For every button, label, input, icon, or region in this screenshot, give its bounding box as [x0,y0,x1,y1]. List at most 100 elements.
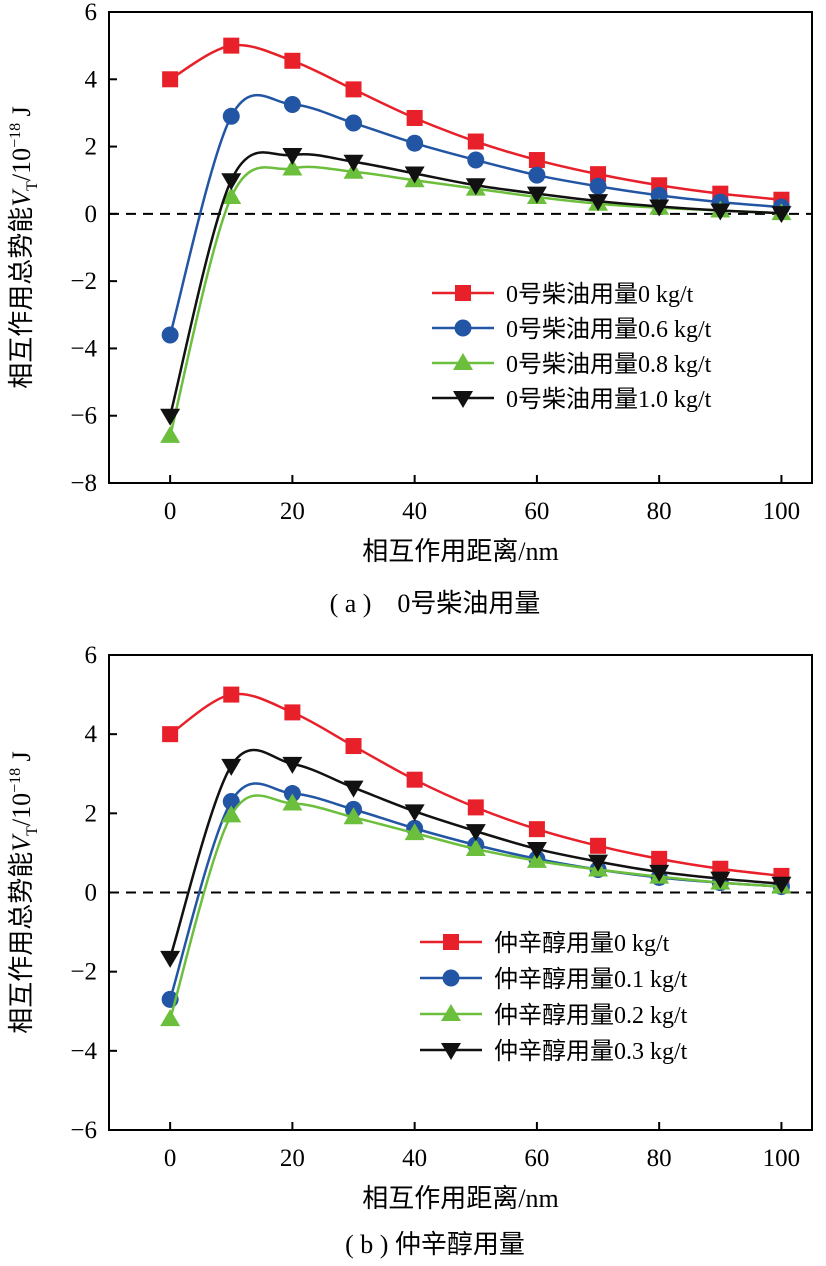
y-tick-label: −4 [70,335,97,362]
y-tick-label: 4 [85,721,98,748]
data-point [651,850,668,867]
legend-label: 仲辛醇用量0.3 kg/t [494,1038,688,1065]
series-line [168,782,782,1000]
y-title-subscript: T [24,181,41,191]
data-point [343,780,364,798]
y-tick-label: 6 [85,0,98,26]
data-point [649,864,670,882]
data-point [528,166,546,184]
x-tick-label: 60 [524,1145,549,1172]
data-point [221,173,242,191]
y-title-subscript: T [24,826,41,836]
data-point [528,821,545,838]
data-point [649,199,670,217]
data-point [465,824,486,842]
data-point [283,96,301,114]
data-point [282,756,303,774]
data-point [222,792,240,810]
chart-caption: ( b ) 仲辛醇用量 [345,1230,525,1259]
legend-label: 仲辛醇用量0.2 kg/t [494,1002,688,1029]
y-title-main: 相互作用总势能 [7,207,36,389]
y-axis-title: 相互作用总势能VT/10−18 J [7,751,41,1034]
data-point [406,109,423,126]
x-tick-label: 20 [280,1145,305,1172]
y-tick-label: −6 [70,403,97,430]
x-tick-label: 40 [402,1145,427,1172]
data-point [406,134,424,152]
legend-marker [441,1043,461,1060]
series-4 [160,147,792,426]
y-title-unit-tail: J [7,751,36,768]
data-point [589,177,607,195]
data-point [710,203,731,221]
legend-label: 0号柴油用量0.6 kg/t [506,316,712,343]
series-3 [160,793,792,1027]
data-point [771,206,792,224]
data-point [467,151,485,169]
y-tick-label: 6 [85,642,98,669]
data-point [404,804,425,822]
legend-marker [443,934,459,950]
x-axis-title: 相互作用距离/nm [362,1184,558,1213]
legend-marker [453,391,473,408]
x-tick-label: 80 [647,1145,672,1172]
x-tick-label: 80 [647,498,672,525]
series-2 [161,93,790,344]
y-title-main: 相互作用总势能 [7,852,36,1034]
legend-label: 仲辛醇用量0.1 kg/t [494,966,688,993]
y-title-exponent: −18 [7,768,24,793]
legend-marker [453,353,473,370]
data-point [223,686,240,703]
y-title-unit: /10 [7,793,36,826]
series-2 [161,782,790,1008]
y-title-unit: /10 [7,148,36,181]
legend-label: 仲辛醇用量0 kg/t [494,930,670,957]
y-tick-label: 0 [85,201,98,228]
data-point [282,158,303,176]
series-1 [162,37,790,208]
x-tick-label: 100 [763,1145,801,1172]
y-title-symbol: V [7,188,36,207]
data-point [404,166,425,184]
data-point [345,114,363,132]
data-point [162,71,179,88]
data-point [526,850,547,868]
data-point [160,950,181,968]
data-point [467,133,484,150]
plot-frame [108,11,813,484]
legend-label: 0号柴油用量0.8 kg/t [506,351,712,378]
data-point [162,726,179,743]
legend-marker [441,1004,461,1021]
data-point [284,52,301,69]
x-tick-label: 100 [763,498,801,525]
data-point [465,178,486,196]
y-tick-label: −2 [70,959,97,986]
legend-marker [454,319,472,337]
data-point [590,837,607,854]
y-title-symbol: V [7,833,36,852]
series-4 [160,748,792,968]
y-title-unit-tail: J [7,106,36,123]
data-point [710,871,731,889]
data-point [160,408,181,426]
data-point [406,771,423,788]
y-title-exponent: −18 [7,123,24,148]
data-point [588,854,609,872]
y-tick-label: 4 [85,66,98,93]
y-tick-label: 2 [85,800,98,827]
data-point [590,166,607,183]
data-point [771,876,792,894]
data-point [404,823,425,841]
data-point [526,186,547,204]
data-point [528,152,545,169]
y-tick-label: −2 [70,268,97,295]
y-tick-label: −8 [70,470,97,497]
x-tick-label: 20 [280,498,305,525]
legend-marker [442,969,460,987]
data-point [345,738,362,755]
legend: 0号柴油用量0 kg/t 0号柴油用量0.6 kg/t 0号柴油用量0.8 kg/t… [432,281,712,413]
x-tick-label: 0 [164,1145,177,1172]
